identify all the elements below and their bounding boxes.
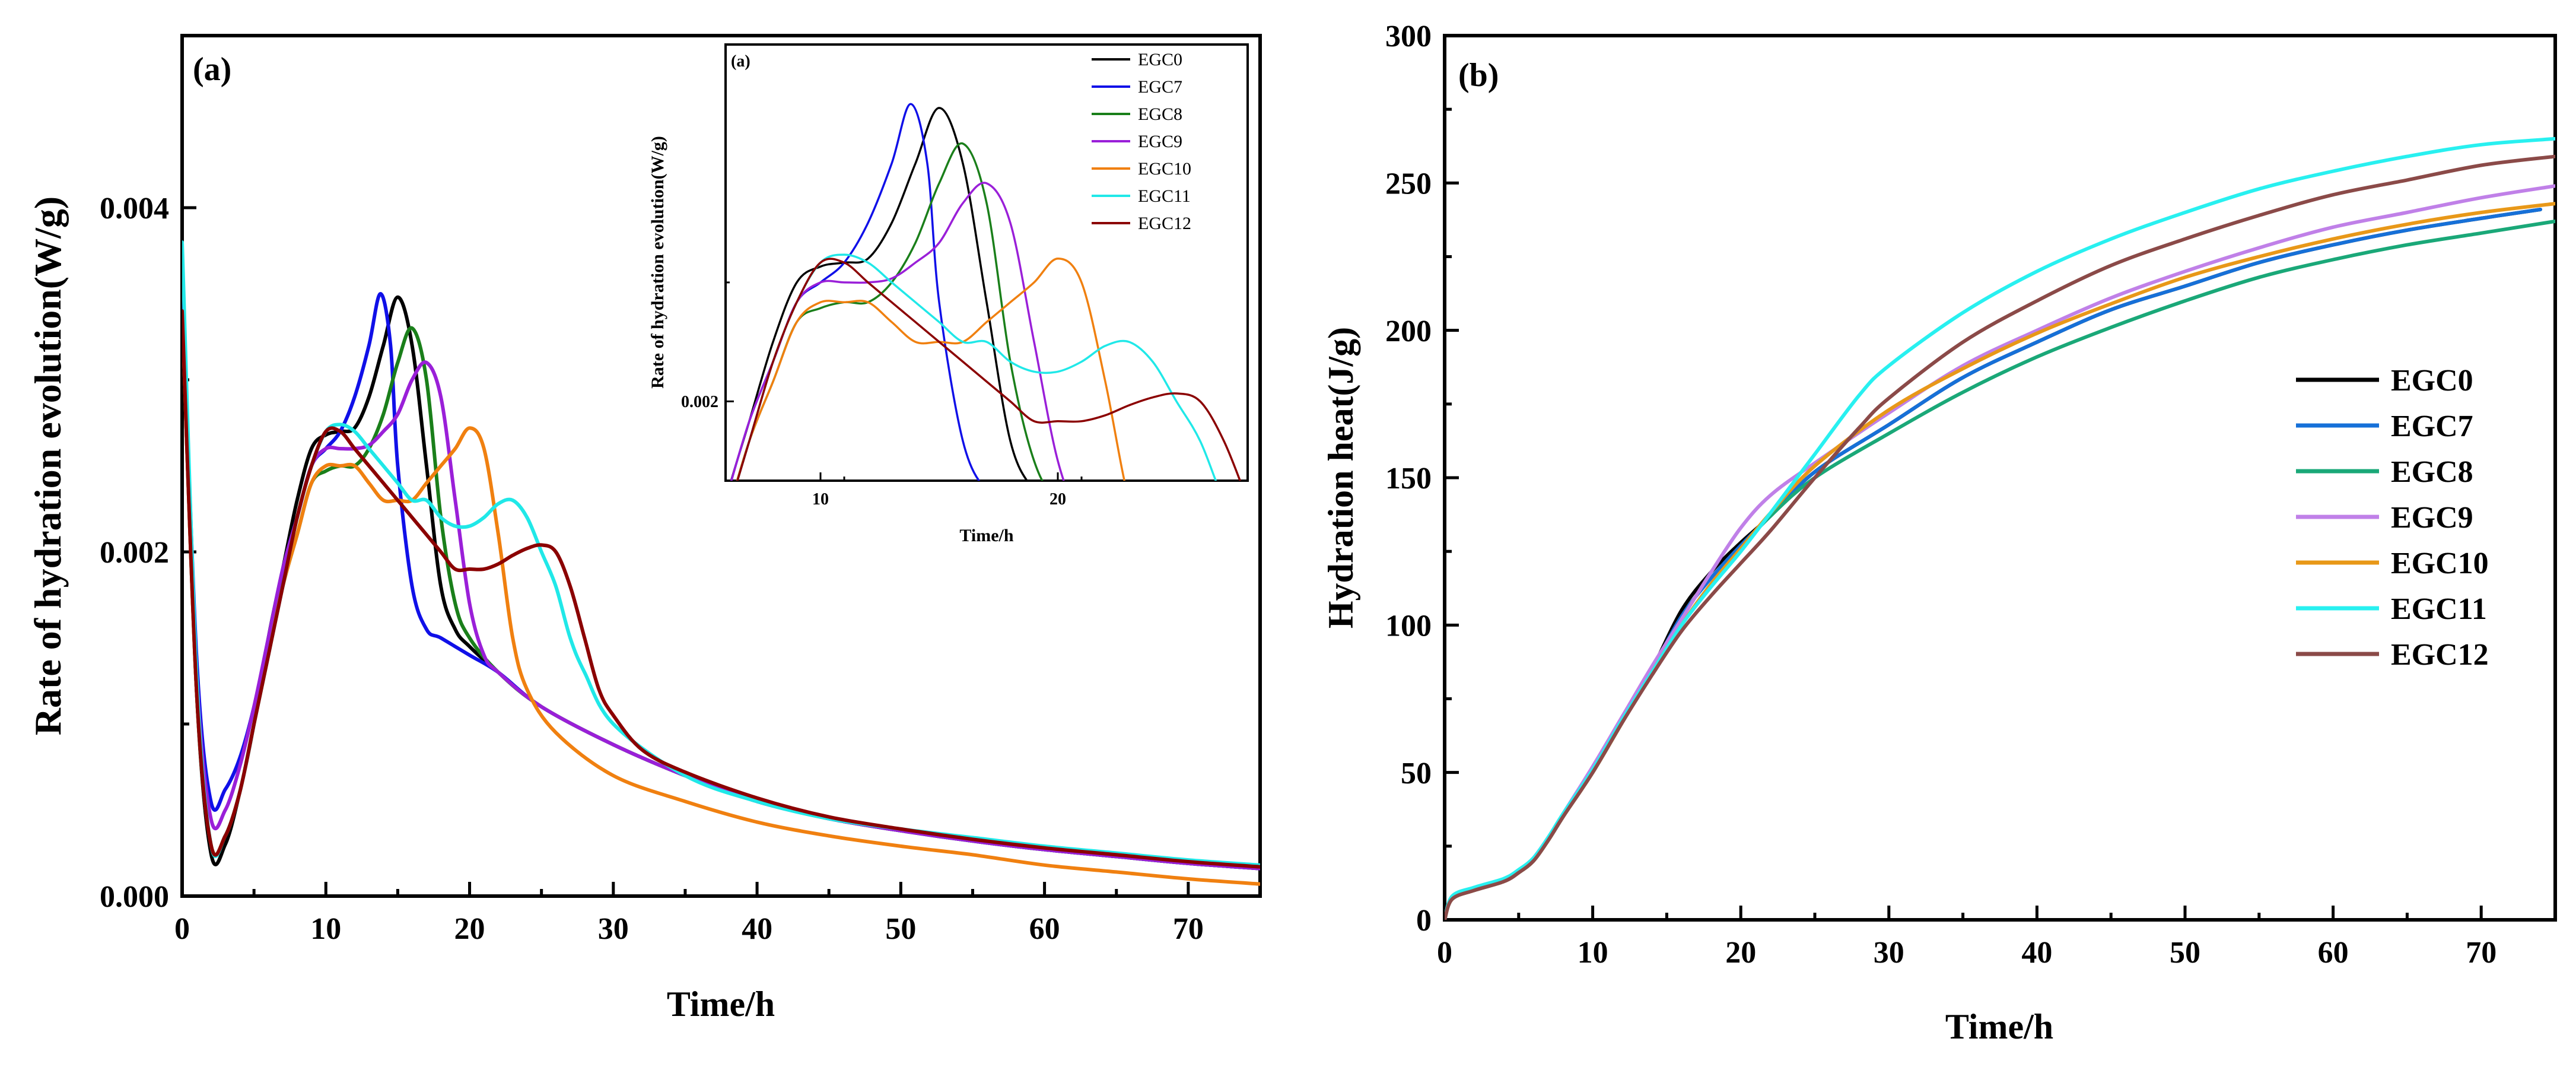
legend-label: EGC7 [2391, 409, 2473, 443]
x-tick-label: 10 [310, 912, 341, 946]
y-tick-label: 250 [1385, 167, 1432, 201]
series-line-egc0 [730, 107, 1029, 481]
series-line-egc8 [736, 142, 1044, 481]
x-tick-label: 60 [2318, 936, 2349, 970]
legend-label: EGC11 [2391, 592, 2487, 626]
x-tick-label: 0 [174, 912, 190, 946]
x-tick-label: 50 [885, 912, 916, 946]
inset-plot-area [724, 43, 1249, 482]
x-tick-label: 20 [1725, 936, 1756, 970]
inset-legend-label: EGC11 [1138, 186, 1191, 206]
panel-b-series-lines [1445, 136, 2555, 920]
inset-legend: EGC0 EGC7 EGC8 EGC9 EGC10 EGC11 EGC12 [1092, 50, 1191, 233]
y-tick-label: 0.002 [681, 393, 718, 411]
inset-ylabel: Rate of hydration evolution(W/g) [648, 136, 667, 389]
x-tick-label: 30 [1874, 936, 1904, 970]
y-tick-label: 0 [1416, 904, 1432, 938]
inset-legend-label: EGC10 [1138, 159, 1191, 179]
y-tick-label: 150 [1385, 462, 1432, 496]
panel-a-inset: 10 20 0.002 (a) Time/h Rate of hydration e… [648, 43, 1249, 545]
inset-legend-label: EGC12 [1138, 214, 1191, 233]
inset-legend-label: EGC9 [1138, 132, 1182, 151]
panel-a-series-lines [182, 240, 1260, 886]
panel-b-xlabel: Time/h [1945, 1007, 2053, 1046]
y-tick-label: 0.000 [100, 880, 169, 914]
legend-label: EGC12 [2391, 638, 2489, 672]
y-tick-label: 200 [1385, 315, 1432, 348]
x-tick-label: 40 [2021, 936, 2052, 970]
panel-a-ylabel: Rate of hydration evolution(W/g) [27, 196, 69, 735]
panel-a-label: (a) [193, 51, 231, 88]
x-tick-label: 70 [2466, 936, 2497, 970]
x-tick-label: 10 [1578, 936, 1608, 970]
x-tick-label: 20 [454, 912, 485, 946]
panel-a-axes: 0 10 20 30 40 50 60 70 0.000 0.002 0.004 [100, 192, 1204, 946]
x-tick-label: 70 [1173, 912, 1204, 946]
inset-axes: 10 20 0.002 [681, 281, 1083, 509]
x-tick-label: 30 [598, 912, 629, 946]
x-tick-label: 40 [742, 912, 772, 946]
inset-xlabel: Time/h [959, 526, 1013, 545]
series-line-egc12 [736, 258, 1242, 481]
panel-b-ylabel: Hydration heat(J/g) [1321, 327, 1360, 628]
x-tick-label: 10 [812, 490, 829, 509]
series-line-egc12 [182, 309, 1260, 869]
x-tick-label: 0 [1437, 936, 1452, 970]
panel-b-legend: EGC0 EGC7 EGC8 EGC9 EGC10 EGC11 EGC12 [2296, 364, 2489, 672]
series-line-egc12 [1445, 154, 2555, 920]
series-line-egc9 [730, 182, 1065, 481]
series-line-egc10 [736, 258, 1125, 481]
legend-label: EGC9 [2391, 501, 2473, 535]
panel-b-label: (b) [1458, 57, 1499, 94]
inset-legend-label: EGC0 [1138, 50, 1182, 69]
series-line-egc11 [736, 253, 1217, 481]
x-tick-label: 20 [1050, 490, 1066, 509]
inset-legend-label: EGC7 [1138, 77, 1182, 97]
legend-label: EGC10 [2391, 547, 2489, 580]
y-tick-label: 300 [1385, 20, 1432, 53]
inset-label: (a) [731, 52, 750, 71]
inset-legend-label: EGC8 [1138, 104, 1182, 124]
panel-a: 0 10 20 30 40 50 60 70 0.000 0.002 0.004 (a) Time/… [27, 34, 1262, 1024]
x-tick-label: 60 [1029, 912, 1060, 946]
y-tick-label: 0.002 [100, 536, 169, 570]
y-tick-label: 50 [1401, 757, 1432, 790]
inset-series-lines [730, 103, 1242, 481]
legend-label: EGC8 [2391, 455, 2473, 489]
panel-b-axes: 0 10 20 30 40 50 60 70 0 50 100 150 200 250 300 [1385, 20, 2497, 970]
x-tick-label: 50 [2170, 936, 2200, 970]
legend-label: EGC0 [2391, 364, 2473, 398]
panel-a-xlabel: Time/h [667, 985, 775, 1024]
panel-b-plot-area [1443, 34, 2557, 922]
panel-b: 0 10 20 30 40 50 60 70 0 50 100 150 200 250 300 (b) Ti… [1321, 20, 2557, 1046]
y-tick-label: 0.004 [100, 192, 169, 226]
series-line-egc7 [730, 103, 981, 481]
y-tick-label: 100 [1385, 609, 1432, 643]
